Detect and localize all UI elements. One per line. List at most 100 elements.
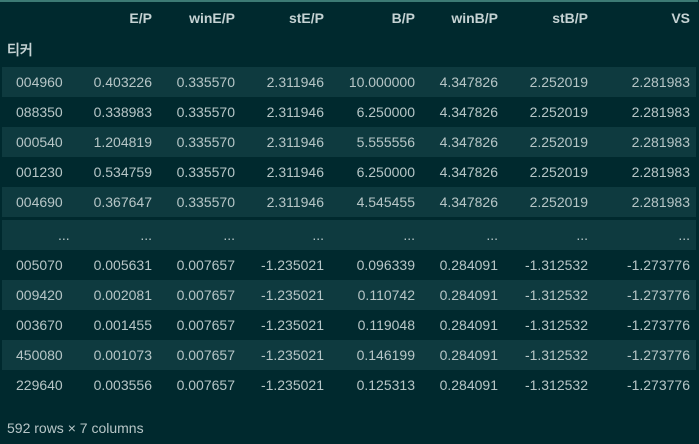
table-cell: -1.312532: [524, 317, 588, 333]
table-row: 005070 0.005631 0.007657 -1.235021 0.096339 0…: [2, 250, 696, 280]
table-cell: 0.284091: [439, 317, 498, 333]
ellipsis-cell: ...: [576, 227, 588, 243]
table-cell: -1.235021: [260, 347, 324, 363]
table-cell: 0.003556: [93, 377, 152, 393]
table-cell: 0.005631: [93, 257, 152, 273]
dataframe-shape: 592 rows × 7 columns: [7, 420, 144, 436]
table-cell: 0.119048: [357, 317, 415, 333]
column-header: stB/P: [552, 10, 588, 26]
row-spacer: [2, 217, 696, 220]
table-cell: 2.311946: [266, 194, 324, 210]
table-cell: 2.281983: [631, 164, 690, 180]
table-cell: 0.096339: [356, 257, 415, 273]
table-cell: 2.252019: [529, 164, 588, 180]
table-row: 003670 0.001455 0.007657 -1.235021 0.119048 0…: [2, 310, 696, 340]
table-cell: 0.007657: [176, 257, 235, 273]
row-index: 009420: [16, 287, 63, 303]
row-index: 229640: [16, 377, 63, 393]
table-cell: 0.007657: [176, 287, 235, 303]
ellipsis-cell: ...: [58, 227, 70, 243]
table-cell: -1.273776: [626, 317, 690, 333]
row-index: 088350: [16, 104, 63, 120]
table-cell: 6.250000: [356, 164, 415, 180]
table-cell: 0.335570: [176, 134, 235, 150]
ellipsis-cell: ...: [223, 227, 235, 243]
column-header: winE/P: [189, 10, 235, 26]
table-cell: 0.335570: [176, 164, 235, 180]
table-cell: 0.335570: [176, 104, 235, 120]
row-index: 004690: [16, 194, 63, 210]
row-index: 000540: [16, 134, 63, 150]
table-row: 001230 0.534759 0.335570 2.311946 6.250000 4.…: [2, 157, 696, 187]
table-cell: 2.252019: [529, 74, 588, 90]
index-name-row: 티커: [2, 33, 696, 67]
table-cell: -1.312532: [524, 257, 588, 273]
column-header: B/P: [391, 10, 415, 26]
table-cell: 0.146199: [356, 347, 415, 363]
table-cell: 2.252019: [529, 194, 588, 210]
table-cell: -1.235021: [260, 377, 324, 393]
table-cell: 0.284091: [439, 347, 498, 363]
table-row: 004690 0.367647 0.335570 2.311946 4.545455 4.…: [2, 187, 696, 217]
ellipsis-cell: ...: [312, 227, 324, 243]
table-cell: 4.347826: [439, 164, 498, 180]
column-header-row: E/P winE/P stE/P B/P winB/P stB/P VS: [2, 3, 696, 33]
ellipsis-cell: ...: [678, 227, 690, 243]
table-cell: -1.312532: [524, 287, 588, 303]
table-cell: 2.281983: [631, 134, 690, 150]
table-cell: 0.001455: [93, 317, 152, 333]
table-cell: -1.312532: [524, 347, 588, 363]
table-cell: 0.338983: [93, 104, 152, 120]
table-cell: 4.545455: [356, 194, 415, 210]
table-cell: 0.403226: [93, 74, 152, 90]
table-cell: -1.273776: [626, 347, 690, 363]
table-row: 009420 0.002081 0.007657 -1.235021 0.110742 0…: [2, 280, 696, 310]
row-index: 004960: [16, 74, 63, 90]
table-cell: 4.347826: [439, 74, 498, 90]
table-cell: 0.007657: [176, 377, 235, 393]
table-cell: 0.335570: [176, 74, 235, 90]
table-cell: -1.312532: [524, 377, 588, 393]
column-header: winB/P: [451, 10, 498, 26]
table-cell: 2.311946: [266, 104, 324, 120]
table-cell: 0.007657: [176, 317, 235, 333]
row-index: 001230: [16, 164, 63, 180]
table-row: 229640 0.003556 0.007657 -1.235021 0.125313 0…: [2, 370, 696, 400]
table-cell: 0.125313: [356, 377, 415, 393]
table-row: 088350 0.338983 0.335570 2.311946 6.250000 4.…: [2, 97, 696, 127]
table-cell: 2.311946: [266, 74, 324, 90]
table-cell: 0.367647: [93, 194, 152, 210]
table-cell: 2.281983: [631, 74, 690, 90]
column-header: VS: [671, 10, 690, 26]
table-cell: 0.110742: [357, 287, 415, 303]
table-cell: 10.000000: [348, 74, 415, 90]
ellipsis-cell: ...: [403, 227, 415, 243]
row-index: 005070: [16, 257, 63, 273]
table-body: 004960 0.403226 0.335570 2.311946 10.000000 4…: [2, 67, 696, 400]
dataframe-table: E/P winE/P stE/P B/P winB/P stB/P VS 티커 …: [2, 3, 696, 400]
output-top-border: [0, 0, 698, 2]
table-cell: 0.335570: [176, 194, 235, 210]
index-name: 티커: [7, 42, 33, 58]
table-cell: 0.284091: [439, 377, 498, 393]
row-index: 003670: [16, 317, 63, 333]
table-cell: 0.284091: [439, 257, 498, 273]
index-header-corner: [2, 3, 78, 33]
table-cell: 1.204819: [93, 134, 152, 150]
table-cell: 2.281983: [631, 194, 690, 210]
table-cell: 5.555556: [356, 134, 415, 150]
table-cell: 0.002081: [93, 287, 152, 303]
table-cell: -1.235021: [260, 287, 324, 303]
column-header: stE/P: [288, 10, 324, 26]
table-cell: 0.534759: [93, 164, 152, 180]
table-cell: 0.284091: [439, 287, 498, 303]
ellipsis-cell: ...: [140, 227, 152, 243]
table-cell: -1.235021: [260, 257, 324, 273]
table-cell: 2.311946: [266, 134, 324, 150]
table-cell: 2.281983: [631, 104, 690, 120]
table-cell: 0.001073: [93, 347, 152, 363]
table-cell: -1.235021: [260, 317, 324, 333]
table-cell: 2.311946: [266, 164, 324, 180]
table-cell: -1.273776: [626, 257, 690, 273]
